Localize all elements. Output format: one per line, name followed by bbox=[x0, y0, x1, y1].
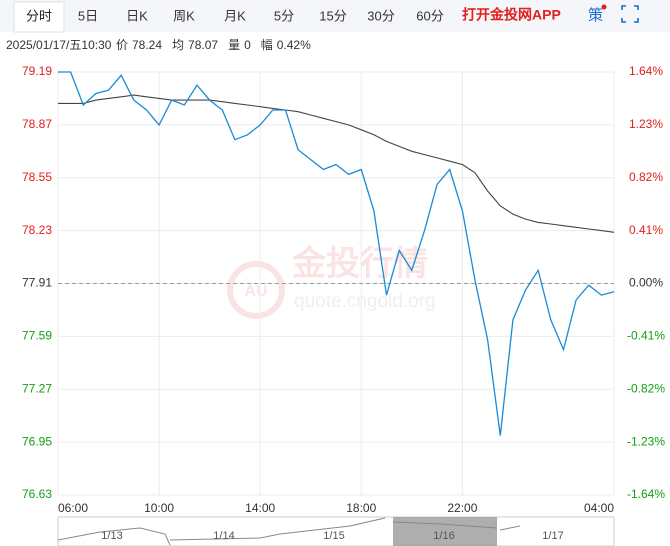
fullscreen-button[interactable] bbox=[621, 5, 639, 23]
info-label: 均 bbox=[172, 38, 184, 52]
y-tick-label: 78.55 bbox=[22, 170, 52, 184]
y2-tick-label: 0.00% bbox=[629, 276, 663, 290]
info-label: 量 bbox=[228, 38, 240, 52]
tab[interactable]: 15分 bbox=[319, 8, 346, 23]
navigator-label: 1/14 bbox=[213, 530, 234, 542]
watermark-name: 金投行情 bbox=[291, 244, 428, 283]
y-tick-label: 76.63 bbox=[22, 487, 52, 501]
info-datetime: 2025/01/17/五10:30 bbox=[6, 38, 112, 52]
tab[interactable]: 30分 bbox=[367, 8, 394, 23]
active-tab-bg bbox=[13, 1, 65, 33]
y-tick-label: 76.95 bbox=[22, 434, 52, 448]
navigator-label: 1/16 bbox=[433, 530, 454, 542]
app-link[interactable]: 打开金投网APP bbox=[462, 7, 561, 23]
tab[interactable]: 5日 bbox=[78, 8, 98, 23]
tab[interactable]: 日K bbox=[126, 8, 148, 23]
y-tick-label: 77.27 bbox=[22, 381, 52, 395]
y2-tick-label: -0.41% bbox=[627, 329, 665, 343]
info-value: 78.07 bbox=[188, 38, 218, 52]
tab[interactable]: 月K bbox=[224, 8, 246, 23]
tab[interactable]: 60分 bbox=[416, 8, 443, 23]
y2-tick-label: 0.41% bbox=[629, 223, 663, 237]
x-tick-label: 10:00 bbox=[144, 501, 174, 515]
info-label: 价 bbox=[116, 38, 128, 52]
y-tick-label: 78.87 bbox=[22, 117, 52, 131]
navigator-line bbox=[57, 517, 521, 546]
notice-dot bbox=[601, 4, 607, 10]
x-tick-label: 18:00 bbox=[346, 501, 376, 515]
strategy-button[interactable]: 策 bbox=[588, 7, 603, 24]
x-tick-label: 04:00 bbox=[584, 501, 614, 515]
tab[interactable]: 周K bbox=[173, 8, 195, 23]
y-tick-label: 78.23 bbox=[22, 223, 52, 237]
y2-tick-label: 1.64% bbox=[629, 64, 663, 78]
watermark: AU 金投行情 quote.cngold.org bbox=[227, 244, 436, 319]
info-value: 0.42% bbox=[277, 38, 311, 52]
navigator-window[interactable] bbox=[393, 517, 497, 546]
navigator[interactable] bbox=[57, 516, 615, 546]
price-line bbox=[58, 71, 615, 436]
x-tick-label: 14:00 bbox=[245, 501, 275, 515]
tab[interactable]: 5分 bbox=[274, 8, 294, 23]
navigator-label: 1/15 bbox=[323, 530, 344, 542]
x-tick-label: 22:00 bbox=[447, 501, 477, 515]
info-value: 0 bbox=[244, 38, 251, 52]
price-line bbox=[58, 94, 615, 233]
watermark-url: quote.cngold.org bbox=[294, 291, 436, 312]
y2-tick-label: -1.23% bbox=[627, 434, 665, 448]
navigator-label: 1/13 bbox=[101, 530, 122, 542]
x-tick-label: 06:00 bbox=[58, 501, 88, 515]
y2-tick-label: -0.82% bbox=[627, 381, 665, 395]
y2-tick-label: -1.64% bbox=[627, 487, 665, 501]
tab[interactable]: 分时 bbox=[26, 8, 52, 23]
watermark-logo bbox=[227, 261, 285, 319]
y-tick-label: 79.19 bbox=[22, 64, 52, 78]
y2-tick-label: 0.82% bbox=[629, 170, 663, 184]
info-label: 幅 bbox=[261, 37, 273, 52]
y-tick-label: 77.59 bbox=[22, 329, 52, 343]
tab-bar bbox=[0, 0, 670, 32]
y-tick-label: 77.91 bbox=[22, 276, 52, 290]
y2-tick-label: 1.23% bbox=[629, 117, 663, 131]
watermark-logo-text: AU bbox=[244, 283, 267, 300]
navigator-label: 1/17 bbox=[542, 530, 563, 542]
info-value: 78.24 bbox=[132, 38, 162, 52]
